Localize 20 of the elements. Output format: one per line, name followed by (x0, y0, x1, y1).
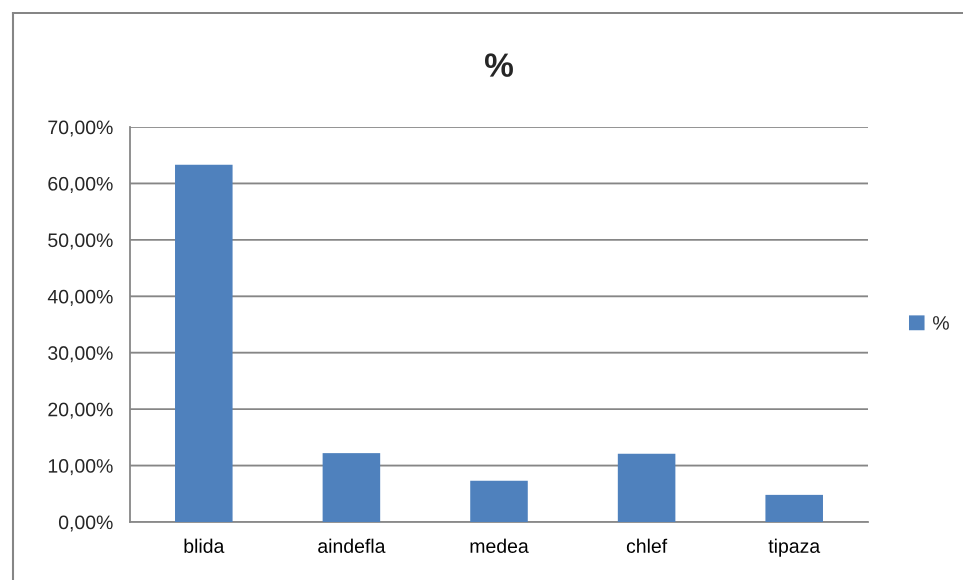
x-tick-label: blida (184, 538, 224, 553)
legend-label: % (933, 316, 949, 330)
x-tick-label: aindefla (318, 538, 386, 553)
y-tick-label: 10,00% (48, 459, 113, 476)
bar (322, 453, 380, 522)
chart-title: % (485, 53, 513, 77)
x-tick-label: tipaza (768, 538, 820, 557)
bar (765, 494, 823, 522)
x-tick-label: chlef (626, 538, 668, 553)
y-tick-label: 0,00% (58, 515, 113, 532)
bar (175, 164, 233, 522)
bar (470, 480, 528, 522)
y-tick-label: 30,00% (48, 346, 113, 362)
y-tick-label: 50,00% (48, 233, 113, 250)
y-tick-label: 40,00% (48, 290, 113, 306)
bar (618, 454, 676, 522)
y-tick-label: 70,00% (48, 120, 113, 137)
y-tick-label: 20,00% (48, 402, 113, 419)
y-tick-label: 60,00% (48, 176, 113, 193)
x-tick-label: medea (470, 538, 529, 553)
